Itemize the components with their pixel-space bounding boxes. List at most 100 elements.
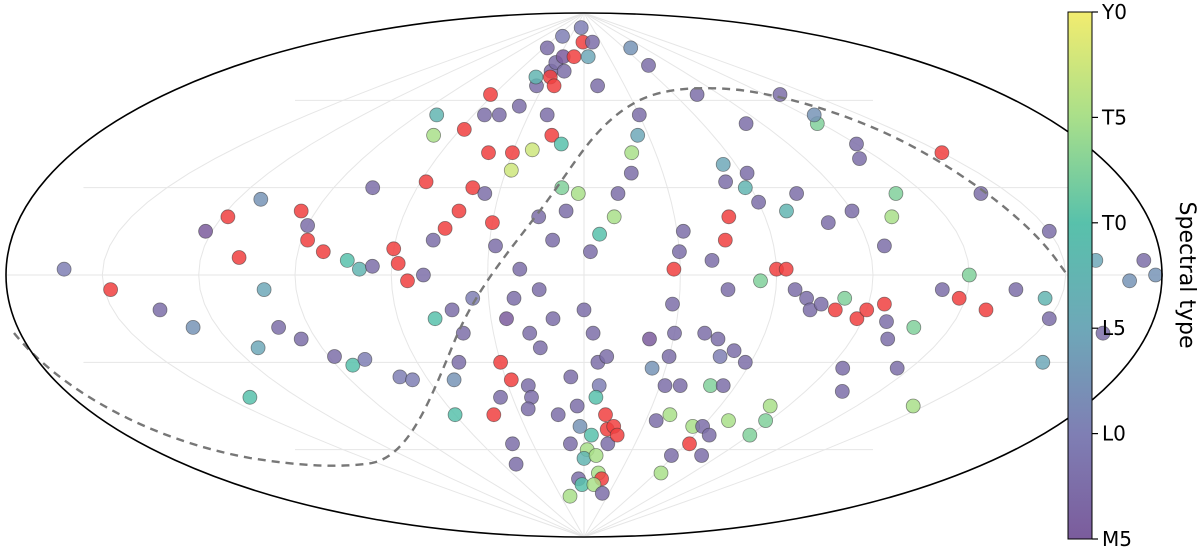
colorbar-ticks: M5 L0 L5 T0 T5 Y0 (1092, 0, 1132, 551)
data-point (906, 319, 922, 335)
data-point (256, 282, 272, 298)
data-point (56, 261, 72, 277)
data-point (503, 162, 519, 178)
data-point (486, 407, 502, 423)
data-point (978, 302, 994, 318)
data-point (456, 121, 472, 137)
data-point (1136, 252, 1152, 268)
data-point (491, 107, 507, 123)
data-point (293, 331, 309, 347)
data-point (444, 302, 460, 318)
data-point (531, 209, 547, 225)
data-point (1035, 354, 1051, 370)
data-point (576, 450, 592, 466)
grid-meridian (487, 12, 585, 538)
data-point (973, 186, 989, 201)
data-point (715, 156, 731, 172)
colorbar-tick-label: M5 (1102, 527, 1132, 551)
data-point (400, 273, 415, 289)
data-point (600, 436, 616, 452)
data-point (580, 49, 596, 65)
data-point (961, 267, 977, 283)
data-point (545, 232, 560, 248)
grid-meridian (198, 12, 585, 538)
data-point (849, 311, 865, 327)
data-point (300, 232, 316, 248)
data-point (703, 378, 718, 394)
data-point (569, 398, 585, 414)
data-point (493, 389, 508, 405)
data-point (447, 407, 463, 423)
data-point (455, 325, 471, 341)
data-point (905, 398, 921, 414)
data-point (364, 258, 380, 274)
data-point (446, 372, 462, 388)
data-point (642, 331, 657, 347)
data-point (429, 107, 445, 123)
data-point (779, 203, 794, 219)
data-point (315, 244, 331, 260)
data-point (103, 282, 118, 298)
data-point (859, 302, 875, 318)
data-point (827, 302, 843, 318)
data-point (739, 165, 755, 181)
grid-meridian (583, 12, 874, 538)
data-point (531, 282, 547, 298)
data-point (657, 378, 673, 394)
data-point (665, 296, 680, 312)
colorbar (1067, 11, 1093, 540)
data-point (813, 296, 829, 312)
data-point (648, 413, 664, 429)
data-point (672, 378, 688, 394)
data-point (666, 261, 682, 277)
data-point (505, 145, 520, 161)
data-point (606, 209, 622, 225)
data-point (806, 107, 822, 123)
data-point (493, 354, 509, 370)
data-point (844, 203, 860, 219)
data-point (585, 34, 600, 50)
data-point (345, 357, 361, 373)
data-point (934, 145, 950, 161)
data-point (198, 223, 214, 239)
data-point (1041, 223, 1057, 239)
data-point (477, 107, 492, 123)
data-point (503, 372, 519, 388)
data-point (641, 58, 656, 73)
data-point (1037, 290, 1053, 306)
data-point (185, 319, 201, 335)
data-point (1008, 282, 1024, 298)
data-point (506, 290, 522, 306)
data-point (426, 127, 442, 143)
data-point (390, 255, 406, 271)
data-point (835, 360, 851, 376)
galactic-plane-line (13, 86, 1082, 467)
data-point (572, 418, 588, 434)
data-point (610, 186, 626, 201)
data-point (820, 215, 836, 231)
data-point (951, 290, 967, 306)
data-point (585, 325, 601, 341)
data-point (590, 78, 605, 94)
data-point (511, 98, 527, 114)
data-point (877, 238, 892, 254)
data-point (250, 340, 266, 356)
data-point (465, 290, 481, 306)
sky-boundary-ellipse (5, 12, 1163, 538)
data-point (852, 151, 867, 167)
data-point (558, 203, 574, 219)
data-point (546, 78, 562, 94)
data-point (484, 215, 500, 231)
data-point (675, 223, 691, 239)
data-point (242, 389, 258, 405)
data-point (712, 349, 728, 364)
data-points (56, 20, 1163, 504)
data-point (392, 369, 408, 385)
data-point (488, 238, 503, 254)
data-point (425, 232, 441, 248)
colorbar-tick-label: T5 (1101, 105, 1127, 129)
data-point (710, 331, 726, 347)
data-point (418, 174, 434, 190)
data-point (701, 427, 717, 443)
data-point (483, 87, 498, 102)
